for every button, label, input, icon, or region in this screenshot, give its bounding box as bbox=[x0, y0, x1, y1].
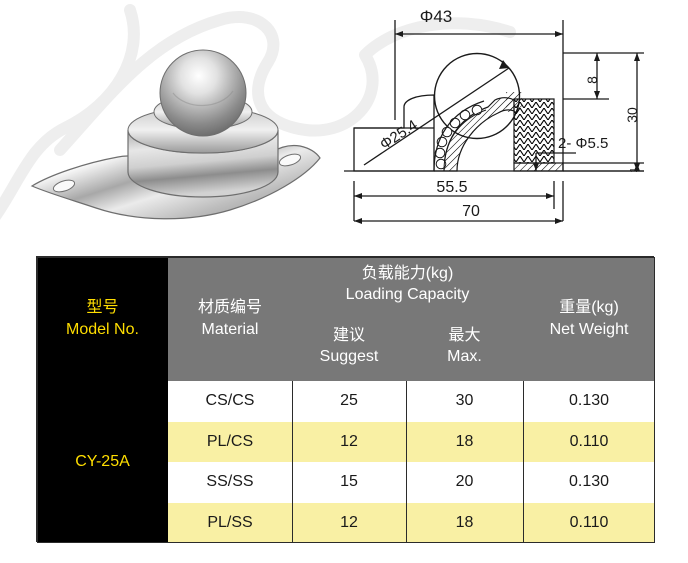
svg-text:Φ43: Φ43 bbox=[420, 7, 452, 26]
svg-text:Φ25.4: Φ25.4 bbox=[377, 117, 421, 154]
svg-text:70: 70 bbox=[462, 203, 480, 220]
svg-text:55.5: 55.5 bbox=[436, 179, 467, 196]
svg-text:1: 1 bbox=[629, 167, 640, 173]
svg-text:8: 8 bbox=[584, 76, 600, 84]
svg-text:30: 30 bbox=[624, 107, 640, 123]
svg-text:2- Φ5.5: 2- Φ5.5 bbox=[558, 135, 608, 152]
